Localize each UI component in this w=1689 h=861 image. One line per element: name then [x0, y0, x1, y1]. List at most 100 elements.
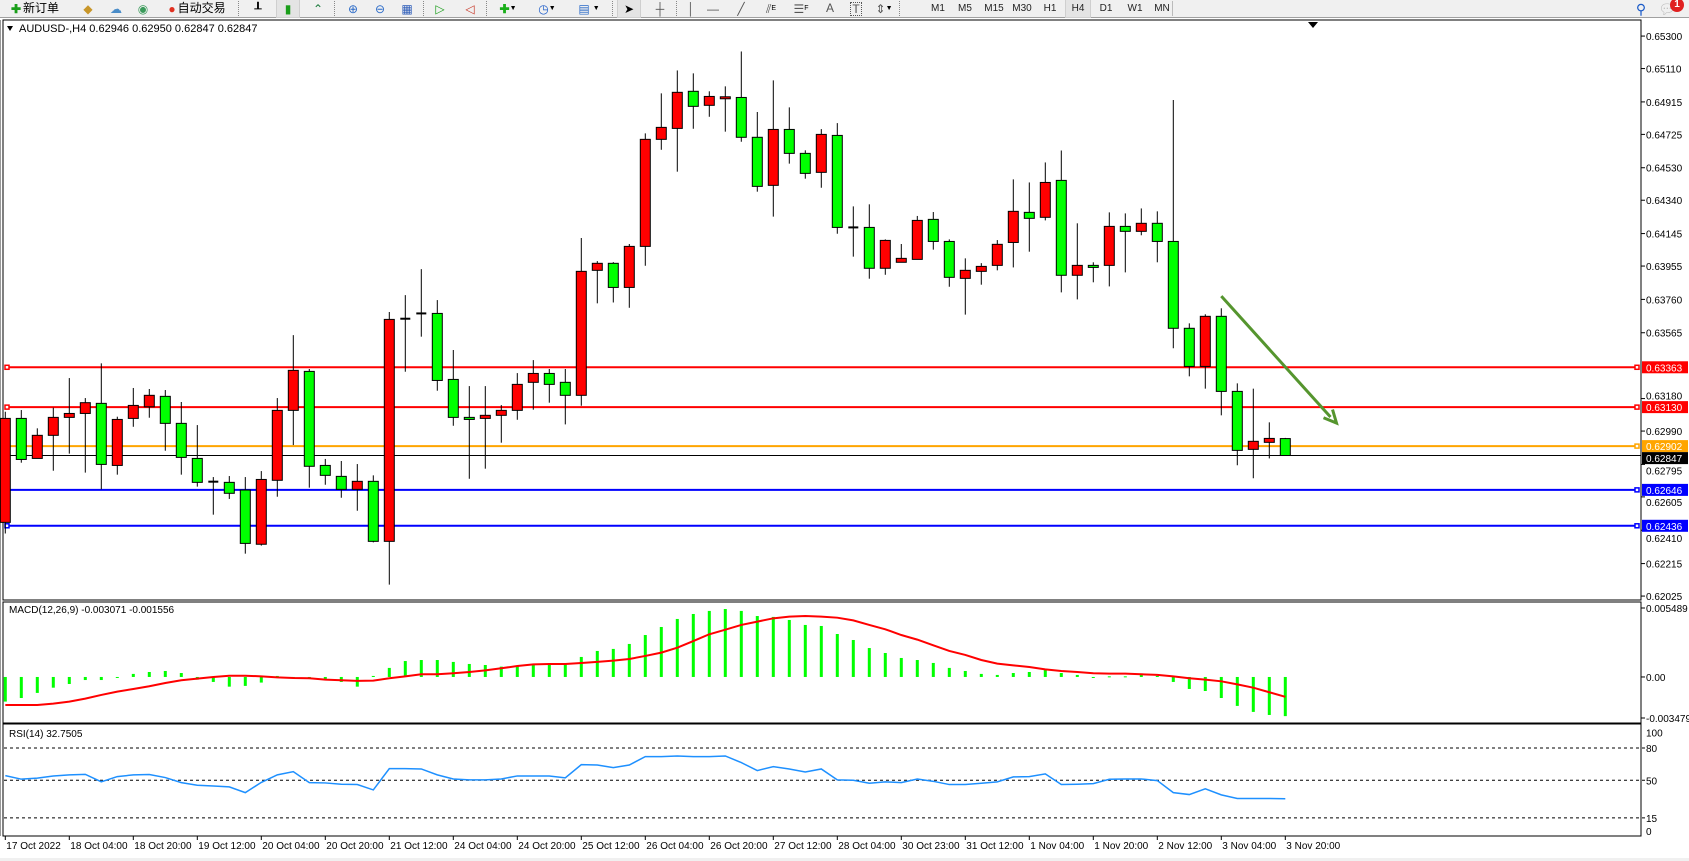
bar-chart-button[interactable]: ┸	[248, 0, 268, 17]
macd-histogram-bar	[788, 620, 791, 677]
price-tick-label: 0.62990	[1646, 427, 1683, 438]
equidistant-channel-button[interactable]: ⫽E	[760, 0, 782, 17]
price-tick-label: 0.62410	[1646, 534, 1683, 545]
indicators-button[interactable]: ✚▼	[494, 0, 522, 17]
time-tick-label: 27 Oct 12:00	[774, 841, 832, 852]
candle-bearish	[176, 423, 186, 457]
candle-bullish	[704, 96, 714, 105]
macd-histogram-bar	[404, 661, 407, 677]
macd-histogram-bar	[580, 657, 583, 677]
line-chart-button[interactable]: ⌃	[308, 0, 328, 17]
candle-bullish	[1264, 438, 1274, 442]
time-tick-label: 25 Oct 12:00	[582, 841, 640, 852]
macd-histogram-bar	[4, 677, 7, 702]
vertical-line-button[interactable]: │	[683, 0, 699, 17]
rsi-tick-label: 15	[1646, 814, 1658, 825]
macd-histogram-bar	[964, 671, 967, 677]
timeframe-m30[interactable]: M30	[1010, 0, 1034, 17]
macd-histogram-bar	[548, 664, 551, 677]
candle-bullish	[1200, 316, 1210, 366]
arrows-button[interactable]: ⇕▼	[872, 0, 896, 17]
candle-bearish	[736, 97, 746, 137]
separator	[486, 1, 488, 16]
candle-bearish	[432, 313, 442, 380]
time-tick-label: 30 Oct 23:00	[902, 841, 960, 852]
price-tick-label: 0.64725	[1646, 130, 1683, 141]
signals-button[interactable]: ◉	[133, 0, 153, 17]
horizontal-line-button[interactable]: —	[704, 0, 722, 17]
price-tick-label: 0.62605	[1646, 498, 1683, 509]
candle-bearish	[448, 379, 458, 417]
timeframe-h1[interactable]: H1	[1038, 0, 1062, 17]
timeframe-d1[interactable]: D1	[1094, 0, 1118, 17]
candle-bearish	[1232, 391, 1242, 450]
candle-bearish	[1216, 316, 1226, 391]
candle-bullish	[992, 244, 1002, 265]
candle-bearish	[160, 396, 170, 423]
zoom-in-button[interactable]: ⊕	[343, 0, 363, 17]
line-chart-icon: ⌃	[313, 3, 323, 15]
time-tick-label: 3 Nov 20:00	[1286, 841, 1340, 852]
macd-histogram-bar	[868, 648, 871, 677]
time-tick-label: 20 Oct 04:00	[262, 841, 320, 852]
price-line-label: 0.62902	[1646, 442, 1683, 453]
cursor-button[interactable]: ➤	[618, 0, 640, 17]
macd-histogram-bar	[164, 671, 167, 677]
horizontal-line-icon: —	[707, 3, 719, 15]
timeframe-m5[interactable]: M5	[953, 0, 977, 17]
candle-bullish	[512, 384, 522, 410]
fibonacci-label: F	[804, 0, 808, 17]
macd-histogram-bar	[1108, 676, 1111, 677]
chart-shift-icon: ▷	[435, 3, 444, 15]
line-anchor-handle[interactable]	[1635, 488, 1639, 492]
macd-histogram-bar	[100, 677, 103, 680]
price-line-label: 0.62436	[1646, 522, 1683, 533]
fibonacci-button[interactable]: ☰F	[790, 0, 812, 17]
timeframe-m1[interactable]: M1	[926, 0, 950, 17]
market-watch-icon: ◆	[83, 3, 92, 15]
timeframe-w1[interactable]: W1	[1123, 0, 1147, 17]
candle-bearish	[944, 241, 954, 277]
line-anchor-handle[interactable]	[5, 405, 9, 409]
periods-button[interactable]: ◷▼	[533, 0, 561, 17]
macd-tick-label: 0.00	[1646, 673, 1666, 684]
line-anchor-handle[interactable]	[1635, 365, 1639, 369]
auto-trading-button[interactable]: ● 自动交易	[160, 0, 234, 17]
candle-bullish	[64, 413, 74, 417]
price-tick-label: 0.64530	[1646, 164, 1683, 175]
text-button[interactable]: A	[822, 0, 838, 17]
chart-shift-button[interactable]: ▷	[430, 0, 450, 17]
line-anchor-handle[interactable]	[5, 365, 9, 369]
macd-histogram-bar	[1028, 672, 1031, 677]
auto-scroll-button[interactable]: ◁	[460, 0, 480, 17]
chart-canvas[interactable]: 0.653000.651100.649150.647250.645300.643…	[0, 18, 1689, 858]
candle-bullish	[1136, 223, 1146, 231]
market-watch-button[interactable]: ◆	[78, 0, 98, 17]
text-label-button[interactable]: T	[848, 0, 864, 17]
new-order-button[interactable]: ✚ 新订单	[2, 0, 68, 17]
timeframe-m15[interactable]: M15	[982, 0, 1006, 17]
time-tick-label: 24 Oct 20:00	[518, 841, 576, 852]
candlestick-button[interactable]: ▮	[277, 0, 299, 17]
timeframe-h4[interactable]: H4	[1066, 0, 1090, 17]
timeframe-mn[interactable]: MN	[1150, 0, 1174, 17]
time-tick-label: 21 Oct 12:00	[390, 841, 448, 852]
line-anchor-handle[interactable]	[1635, 444, 1639, 448]
zoom-out-button[interactable]: ⊖	[370, 0, 390, 17]
macd-histogram-bar	[916, 660, 919, 677]
crosshair-button[interactable]: ┼	[650, 0, 670, 17]
templates-button[interactable]: ▤▼	[571, 0, 607, 17]
text-label-icon: T	[850, 2, 861, 16]
zoom-out-icon: ⊖	[375, 3, 385, 15]
cloud-button[interactable]: ☁	[106, 0, 126, 17]
line-anchor-handle[interactable]	[1635, 405, 1639, 409]
macd-histogram-bar	[388, 668, 391, 677]
line-anchor-handle[interactable]	[1635, 524, 1639, 528]
candle-bullish	[528, 373, 538, 382]
search-button[interactable]: ⚲	[1632, 0, 1650, 17]
macd-tick-label: -0.003479	[1646, 714, 1689, 725]
tile-windows-button[interactable]: ▦	[397, 0, 417, 17]
candle-bullish	[288, 370, 298, 410]
trendline-button[interactable]: ╱	[732, 0, 750, 17]
